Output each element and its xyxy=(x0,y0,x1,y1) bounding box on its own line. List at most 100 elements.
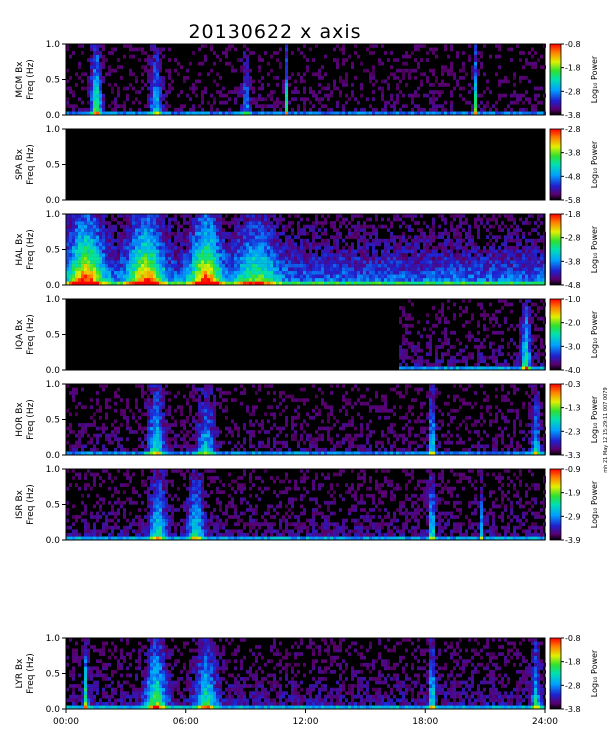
spectrogram-cell xyxy=(225,256,228,261)
spectrogram-cell xyxy=(432,260,435,264)
spectrogram-cell xyxy=(156,398,159,402)
spectrogram-cell xyxy=(420,267,423,272)
spectrogram-cell xyxy=(159,256,162,261)
spectrogram-cell xyxy=(399,249,402,254)
spectrogram-cell xyxy=(435,235,438,240)
spectrogram-cell xyxy=(99,104,102,109)
spectrogram-cell xyxy=(468,90,471,94)
spectrogram-cell xyxy=(531,242,534,247)
spectrogram-cell xyxy=(159,433,162,438)
spectrogram-cell xyxy=(288,235,291,240)
spectrogram-cell xyxy=(519,107,522,112)
spectrogram-cell xyxy=(159,68,162,73)
spectrogram-cell xyxy=(195,235,198,240)
spectrogram-cell xyxy=(300,238,303,243)
spectrogram-cell xyxy=(477,245,480,250)
spectrogram-cell xyxy=(147,245,150,250)
spectrogram-cell xyxy=(246,97,249,102)
spectrogram-cell xyxy=(366,242,369,247)
spectrogram-cell xyxy=(123,415,126,420)
spectrogram-cell xyxy=(120,111,123,116)
spectrogram-cell xyxy=(141,221,144,225)
spectrogram-cell xyxy=(138,263,141,268)
spectrogram-cell xyxy=(117,437,120,442)
spectrogram-cell xyxy=(351,249,354,254)
spectrogram-cell xyxy=(90,242,93,247)
spectrogram-cell xyxy=(156,68,159,73)
spectrogram-cell xyxy=(267,83,270,87)
spectrogram-cell xyxy=(354,249,357,254)
spectrogram-cell xyxy=(405,238,408,243)
spectrogram-cell xyxy=(336,86,339,91)
spectrogram-cell xyxy=(468,111,471,116)
spectrogram-cell xyxy=(471,107,474,112)
spectrogram-cell xyxy=(72,104,75,109)
spectrogram-cell xyxy=(138,426,141,431)
spectrogram-cell xyxy=(147,58,150,62)
spectrogram-cell xyxy=(267,260,270,264)
spectrogram-cell xyxy=(261,260,264,264)
panel-ylabel-station: SPA Bx xyxy=(15,148,25,180)
spectrogram-cell xyxy=(471,256,474,261)
spectrogram-cell xyxy=(318,267,321,272)
spectrogram-cell xyxy=(69,267,72,272)
spectrogram-cell xyxy=(147,224,150,229)
spectrogram-cell xyxy=(498,260,501,264)
spectrogram-cell xyxy=(318,68,321,73)
spectrogram-cell xyxy=(285,274,288,279)
spectrogram-cell xyxy=(222,231,225,236)
spectrogram-cell xyxy=(348,274,351,279)
spectrogram-cell xyxy=(210,260,213,264)
spectrogram-cell xyxy=(204,245,207,250)
spectrogram-cell xyxy=(381,249,384,254)
spectrogram-cell xyxy=(99,79,102,84)
spectrogram-cell xyxy=(522,267,525,272)
spectrogram-cell xyxy=(462,249,465,254)
spectrogram-cell xyxy=(72,263,75,268)
spectrogram-cell xyxy=(207,391,210,395)
spectrogram-cell xyxy=(66,260,69,264)
spectrogram-cell xyxy=(162,405,165,410)
spectrogram-cell xyxy=(261,224,264,229)
spectrogram-cell xyxy=(216,221,219,225)
spectrogram-cell xyxy=(330,281,333,286)
spectrogram-cell xyxy=(168,398,171,402)
spectrogram-cell xyxy=(438,93,441,98)
spectrogram-cell xyxy=(465,100,468,105)
spectrogram-cell xyxy=(72,231,75,236)
spectrogram-cell xyxy=(87,245,90,250)
spectrogram-cell xyxy=(429,327,432,332)
spectrogram-cell xyxy=(141,217,144,222)
spectrogram-cell xyxy=(330,263,333,268)
spectrogram-cell xyxy=(387,58,390,62)
spectrogram-cell xyxy=(465,281,468,286)
spectrogram-cell xyxy=(150,253,153,257)
spectrogram-cell xyxy=(309,107,312,112)
spectrogram-cell xyxy=(312,270,315,275)
spectrogram-cell xyxy=(141,214,144,218)
spectrogram-cell xyxy=(462,228,465,232)
spectrogram-cell xyxy=(465,235,468,240)
spectrogram-cell xyxy=(411,256,414,261)
spectrogram-cell xyxy=(156,97,159,102)
spectrogram-cell xyxy=(105,111,108,116)
spectrogram-cell xyxy=(234,267,237,272)
spectrogram-cell xyxy=(531,238,534,243)
spectrogram-cell xyxy=(258,104,261,109)
spectrogram-cell xyxy=(417,330,420,335)
spectrogram-cell xyxy=(522,274,525,279)
spectrogram-cell xyxy=(195,214,198,218)
spectrogram-cell xyxy=(357,249,360,254)
spectrogram-cell xyxy=(456,54,459,59)
spectrogram-cell xyxy=(246,214,249,218)
spectrogram-cell xyxy=(450,214,453,218)
spectrogram-cell xyxy=(201,267,204,272)
spectrogram-cell xyxy=(384,111,387,116)
colorbar-label: Log₁₀ Power xyxy=(590,140,599,188)
spectrogram-cell xyxy=(378,260,381,264)
spectrogram-cell xyxy=(330,111,333,116)
spectrogram-cell xyxy=(201,274,204,279)
y-tick-label: 1.0 xyxy=(46,125,61,135)
spectrogram-cell xyxy=(213,256,216,261)
spectrogram-cell xyxy=(303,228,306,232)
